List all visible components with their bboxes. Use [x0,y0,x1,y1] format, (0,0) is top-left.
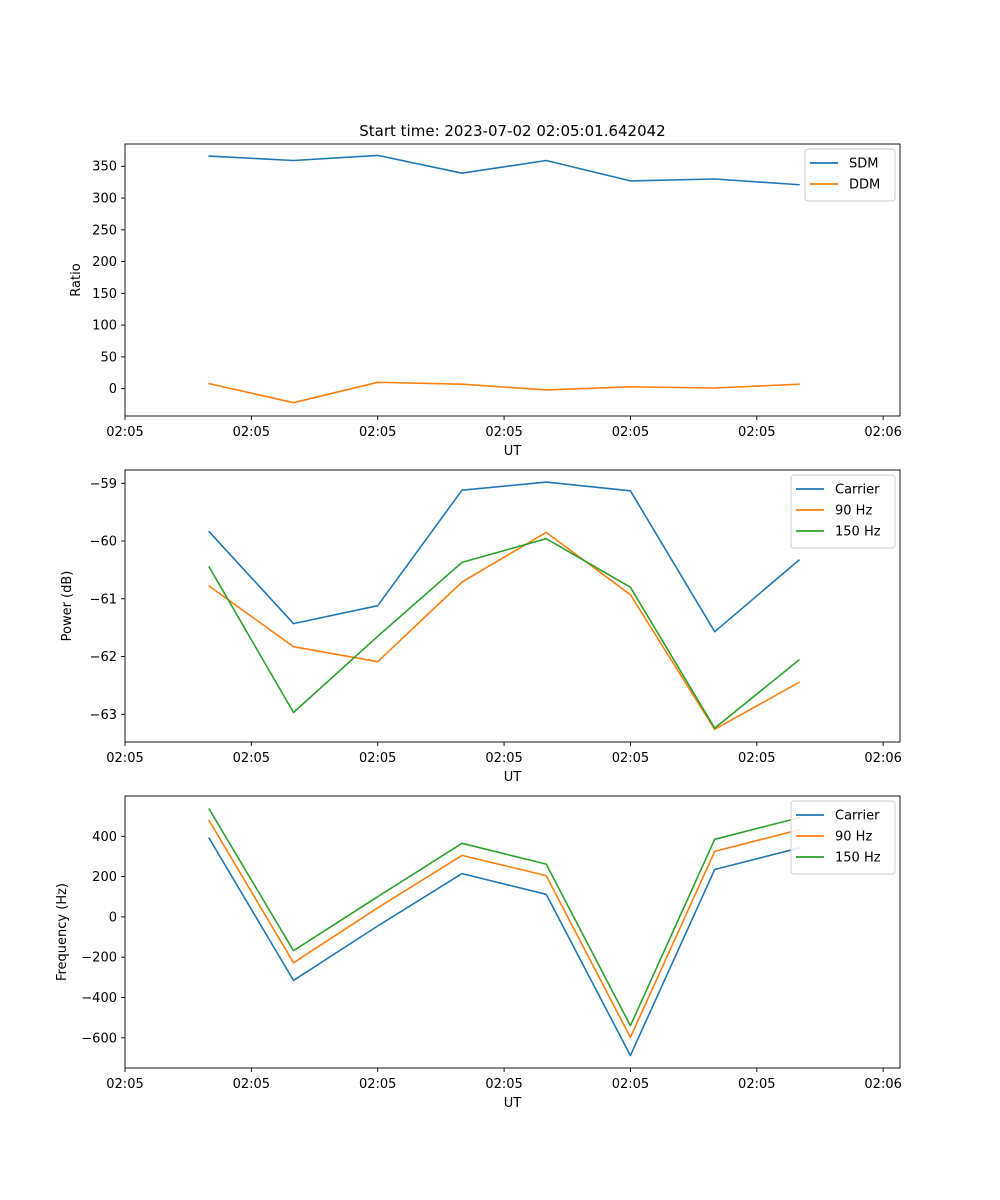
x-tick-label: 02:05 [612,751,649,766]
x-tick-label: 02:05 [738,1077,775,1092]
chart-title: Start time: 2023-07-02 02:05:01.642042 [359,122,665,140]
legend-label: 90 Hz [835,830,872,845]
legend-label: SDM [849,157,878,172]
legend-label: 90 Hz [835,504,872,519]
y-tick-label: −200 [81,951,117,966]
y-tick-label: 350 [92,160,117,175]
x-tick-label: 02:05 [359,425,396,440]
axes-frame [124,143,901,417]
x-tick-label: 02:05 [233,1077,270,1092]
y-tick-label: 400 [92,830,117,845]
panels: 02:05 02:05 02:05 02:05 02:05 02:05 02:06 0 50 10… [55,122,902,1111]
series-line-carrier [208,837,800,1057]
y-tick-label: 300 [92,192,117,207]
legend-box [804,148,896,202]
legend-label: 150 Hz [835,525,881,540]
y-tick-label: −600 [81,1031,117,1046]
y-tick-label: 0 [109,910,117,925]
legend-label: DDM [849,178,880,193]
series-line-carrier [208,481,801,633]
series-line-90-hz [208,819,800,1039]
y-axis-label: Frequency (Hz) [55,883,70,981]
y-axis-label: Ratio [69,263,84,296]
x-axis-label: UT [504,444,522,459]
y-axis-label: Power (dB) [60,571,75,642]
axes-frame [124,469,901,743]
series-line-sdm [208,154,800,186]
y-tick-label: −63 [90,708,117,723]
x-tick-label: 02:06 [864,425,901,440]
x-axis-label: UT [504,770,522,785]
y-tick-label: 0 [109,382,117,397]
x-tick-label: 02:05 [485,751,522,766]
x-tick-label: 02:05 [612,1077,649,1092]
series-line-ddm [208,381,800,404]
x-tick-label: 02:06 [864,751,901,766]
y-tick-label: 200 [92,255,117,270]
legend: Carrier 90 Hz 150 Hz [790,800,896,875]
y-tick-label: 250 [92,223,117,238]
chart-panel-2: 02:05 02:05 02:05 02:05 02:05 02:05 02:06 −63 −6… [60,469,902,785]
legend-box [790,474,896,549]
x-tick-label: 02:05 [359,1077,396,1092]
x-tick-label: 02:06 [864,1077,901,1092]
x-tick-label: 02:05 [612,425,649,440]
y-tick-label: −60 [90,535,117,550]
x-tick-label: 02:05 [106,751,143,766]
legend-box [790,800,896,875]
y-tick-label: 200 [92,870,117,885]
legend: SDM DDM [804,148,896,202]
chart-panel-3: 02:05 02:05 02:05 02:05 02:05 02:05 02:06 −600 −… [55,795,902,1111]
series-line-150-hz [208,537,801,729]
x-tick-label: 02:05 [233,751,270,766]
legend-label: Carrier [835,809,880,824]
x-tick-label: 02:05 [738,425,775,440]
x-tick-label: 02:05 [485,1077,522,1092]
series-line-150-hz [208,808,800,1027]
legend-label: 150 Hz [835,851,881,866]
x-axis-label: UT [504,1096,522,1111]
x-tick-label: 02:05 [359,751,396,766]
legend-label: Carrier [835,483,880,498]
y-tick-label: −62 [90,650,117,665]
y-tick-label: −59 [90,477,117,492]
y-tick-label: 50 [100,350,117,365]
y-tick-label: −400 [81,991,117,1006]
y-tick-label: −61 [90,592,117,607]
x-tick-label: 02:05 [485,425,522,440]
y-tick-label: 100 [92,319,117,334]
legend: Carrier 90 Hz 150 Hz [790,474,896,549]
series-line-90-hz [208,531,800,731]
y-tick-label: 150 [92,287,117,302]
x-tick-label: 02:05 [106,425,143,440]
axes-frame [124,795,901,1069]
chart-panel-1: 02:05 02:05 02:05 02:05 02:05 02:05 02:06 0 50 10… [69,122,902,459]
x-tick-label: 02:05 [106,1077,143,1092]
x-tick-label: 02:05 [738,751,775,766]
x-tick-label: 02:05 [233,425,270,440]
